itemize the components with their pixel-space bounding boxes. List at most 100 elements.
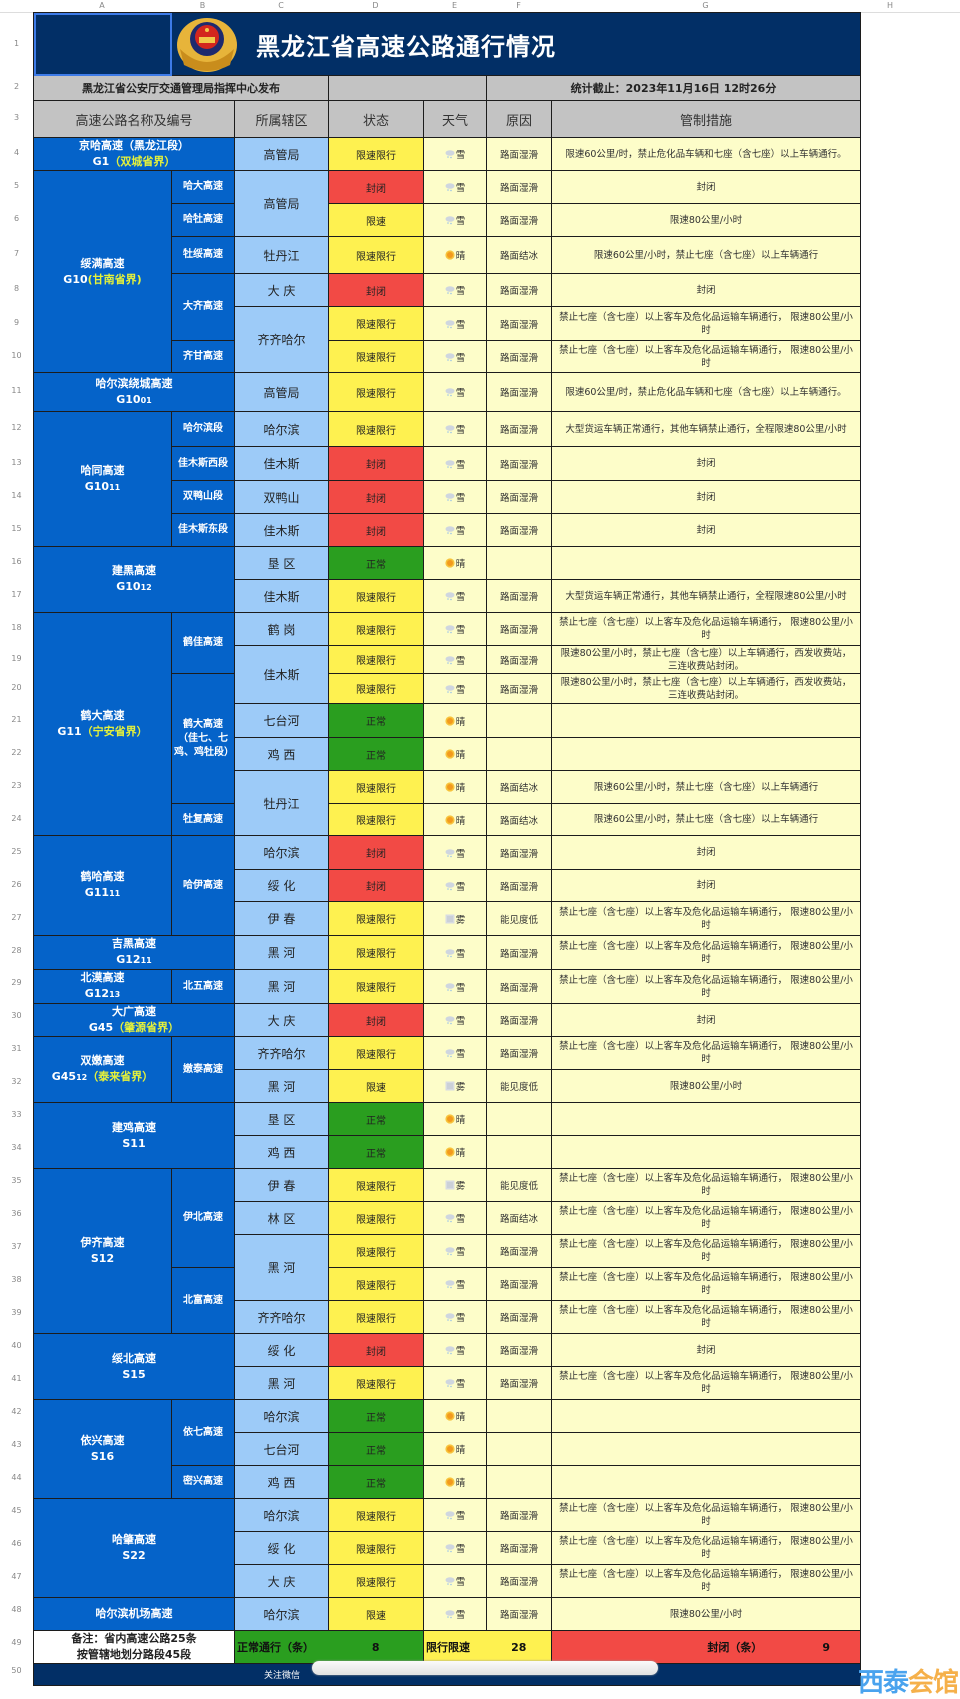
- row-number[interactable]: 19: [11, 653, 22, 663]
- row-number[interactable]: 46: [11, 1539, 22, 1548]
- weather-cell: 晴: [423, 236, 487, 274]
- row-number[interactable]: 12: [11, 423, 22, 432]
- highway-code: S12: [36, 1251, 169, 1267]
- table-row: 黑 河限速 雾 能见度低 限速80公里/小时: [34, 1069, 861, 1103]
- weather-text: 雪: [455, 655, 466, 667]
- row-number[interactable]: 8: [13, 284, 20, 293]
- horizontal-scrollbar[interactable]: [312, 1661, 658, 1675]
- row-number[interactable]: 16: [11, 557, 22, 566]
- highway-code: S16: [36, 1449, 169, 1465]
- limited-label: 限行限速: [423, 1630, 487, 1664]
- row-number[interactable]: 45: [11, 1506, 22, 1515]
- table-row: 牡丹江 限速限行晴路面结冰 限速60公里/小时，禁止七座（含七座）以上车辆通行: [34, 770, 861, 836]
- row-number[interactable]: 50: [11, 1665, 22, 1675]
- row-number[interactable]: 9: [13, 317, 20, 327]
- row-number[interactable]: 36: [11, 1209, 22, 1218]
- table-row: 双鸭山段 双鸭山 封闭雪路面湿滑 封闭: [34, 480, 861, 514]
- row-number[interactable]: 5: [13, 181, 20, 190]
- row-number[interactable]: 7: [13, 249, 20, 258]
- weather-text: 雪: [455, 1379, 466, 1390]
- weather-text: 雾: [455, 914, 466, 926]
- row-number[interactable]: 3: [13, 113, 20, 122]
- row-number[interactable]: 38: [11, 1275, 22, 1284]
- traffic-status-sheet: 黑龙江省高速公路通行情况 黑龙江省公安厅交通管理局指挥中心发布 统计截止：202…: [33, 12, 861, 1686]
- row-number[interactable]: 48: [11, 1605, 22, 1614]
- district-cell: 黑 河: [234, 1234, 329, 1301]
- row-number[interactable]: 26: [11, 879, 22, 889]
- row-number[interactable]: 42: [11, 1407, 22, 1416]
- row-number[interactable]: 37: [11, 1242, 22, 1251]
- reason-cell: [486, 1102, 552, 1136]
- column-letter[interactable]: G: [702, 1, 709, 10]
- row-number[interactable]: 13: [11, 457, 22, 467]
- row-number[interactable]: 18: [11, 623, 22, 632]
- row-number[interactable]: 14: [11, 491, 22, 500]
- selected-cell-a1[interactable]: [33, 12, 172, 76]
- sun-icon: [445, 715, 456, 728]
- row-number[interactable]: 17: [11, 590, 22, 599]
- row-number[interactable]: 30: [11, 1011, 22, 1020]
- weather-text: 雪: [455, 183, 466, 194]
- row-number[interactable]: 21: [11, 714, 22, 724]
- highway-code: S11: [36, 1136, 232, 1152]
- highway-code: G1012: [36, 579, 232, 596]
- row-number[interactable]: 22: [11, 748, 22, 757]
- row-number[interactable]: 20: [11, 682, 22, 692]
- row-number[interactable]: 32: [11, 1077, 22, 1086]
- row-number[interactable]: 11: [11, 386, 22, 395]
- weather-cell: 晴: [423, 1399, 487, 1433]
- highway-name: 鹤哈高速: [80, 870, 125, 883]
- row-number[interactable]: 10: [11, 350, 22, 360]
- column-letter[interactable]: A: [99, 1, 105, 10]
- row-number[interactable]: 40: [11, 1341, 22, 1350]
- weather-text: 雪: [455, 1280, 466, 1291]
- row-number[interactable]: 31: [11, 1044, 22, 1053]
- reason-cell: 路面湿滑: [486, 203, 552, 237]
- row-number[interactable]: 4: [13, 148, 20, 157]
- status-badge: 封闭: [328, 1003, 424, 1037]
- measure-cell: 禁止七座（含七座）以上客车及危化品运输车辆通行， 限速80公里/小时: [551, 1531, 861, 1565]
- row-number[interactable]: 28: [11, 945, 22, 955]
- row-number[interactable]: 49: [11, 1638, 22, 1647]
- row-number[interactable]: 15: [11, 524, 22, 533]
- row-number[interactable]: 6: [13, 214, 20, 223]
- reason-cell: 路面湿滑: [486, 1498, 552, 1532]
- highway-name-cell: 吉黑高速 G1211: [33, 935, 235, 970]
- highway-name-cell: 建黑高速 G1012: [33, 546, 235, 613]
- row-number[interactable]: 29: [11, 978, 22, 987]
- row-number[interactable]: 41: [11, 1374, 22, 1383]
- row-number[interactable]: 43: [11, 1440, 22, 1449]
- sun-icon: [445, 782, 456, 794]
- weather-cell: 雾: [423, 901, 487, 936]
- row-number[interactable]: 34: [11, 1143, 22, 1152]
- row-number[interactable]: 39: [11, 1308, 22, 1317]
- row-number[interactable]: 44: [11, 1473, 22, 1482]
- row-number[interactable]: 35: [11, 1176, 22, 1185]
- weather-text: 雪: [455, 982, 466, 994]
- row-number[interactable]: 2: [13, 82, 20, 91]
- table-row: 鸡 西正常 晴: [34, 737, 861, 771]
- district-cell: 七台河: [234, 703, 329, 738]
- column-letter[interactable]: D: [372, 1, 379, 10]
- column-letter[interactable]: E: [451, 1, 458, 10]
- weather-cell: 雪: [423, 612, 487, 646]
- column-letter[interactable]: F: [516, 1, 521, 10]
- row-number[interactable]: 1: [13, 38, 20, 48]
- column-letter[interactable]: B: [199, 1, 206, 10]
- row-number[interactable]: 25: [11, 846, 22, 856]
- row-number[interactable]: 24: [11, 813, 22, 823]
- weather-cell: 晴: [423, 1465, 487, 1499]
- reason-cell: 路面湿滑: [486, 340, 552, 373]
- row-number[interactable]: 27: [11, 912, 22, 922]
- police-emblem-icon: [177, 18, 237, 72]
- weather-text: 晴: [455, 716, 466, 728]
- column-letter[interactable]: C: [278, 1, 284, 10]
- row-number[interactable]: 33: [11, 1110, 22, 1119]
- row-number[interactable]: 23: [11, 781, 22, 790]
- reason-cell: 路面湿滑: [486, 1531, 552, 1565]
- measure-cell: [551, 1465, 861, 1499]
- column-letter[interactable]: H: [886, 1, 893, 10]
- row-number[interactable]: 47: [11, 1572, 22, 1581]
- closed-summary: 封闭（条） 9: [551, 1630, 861, 1664]
- highway-code: G1211: [36, 952, 232, 969]
